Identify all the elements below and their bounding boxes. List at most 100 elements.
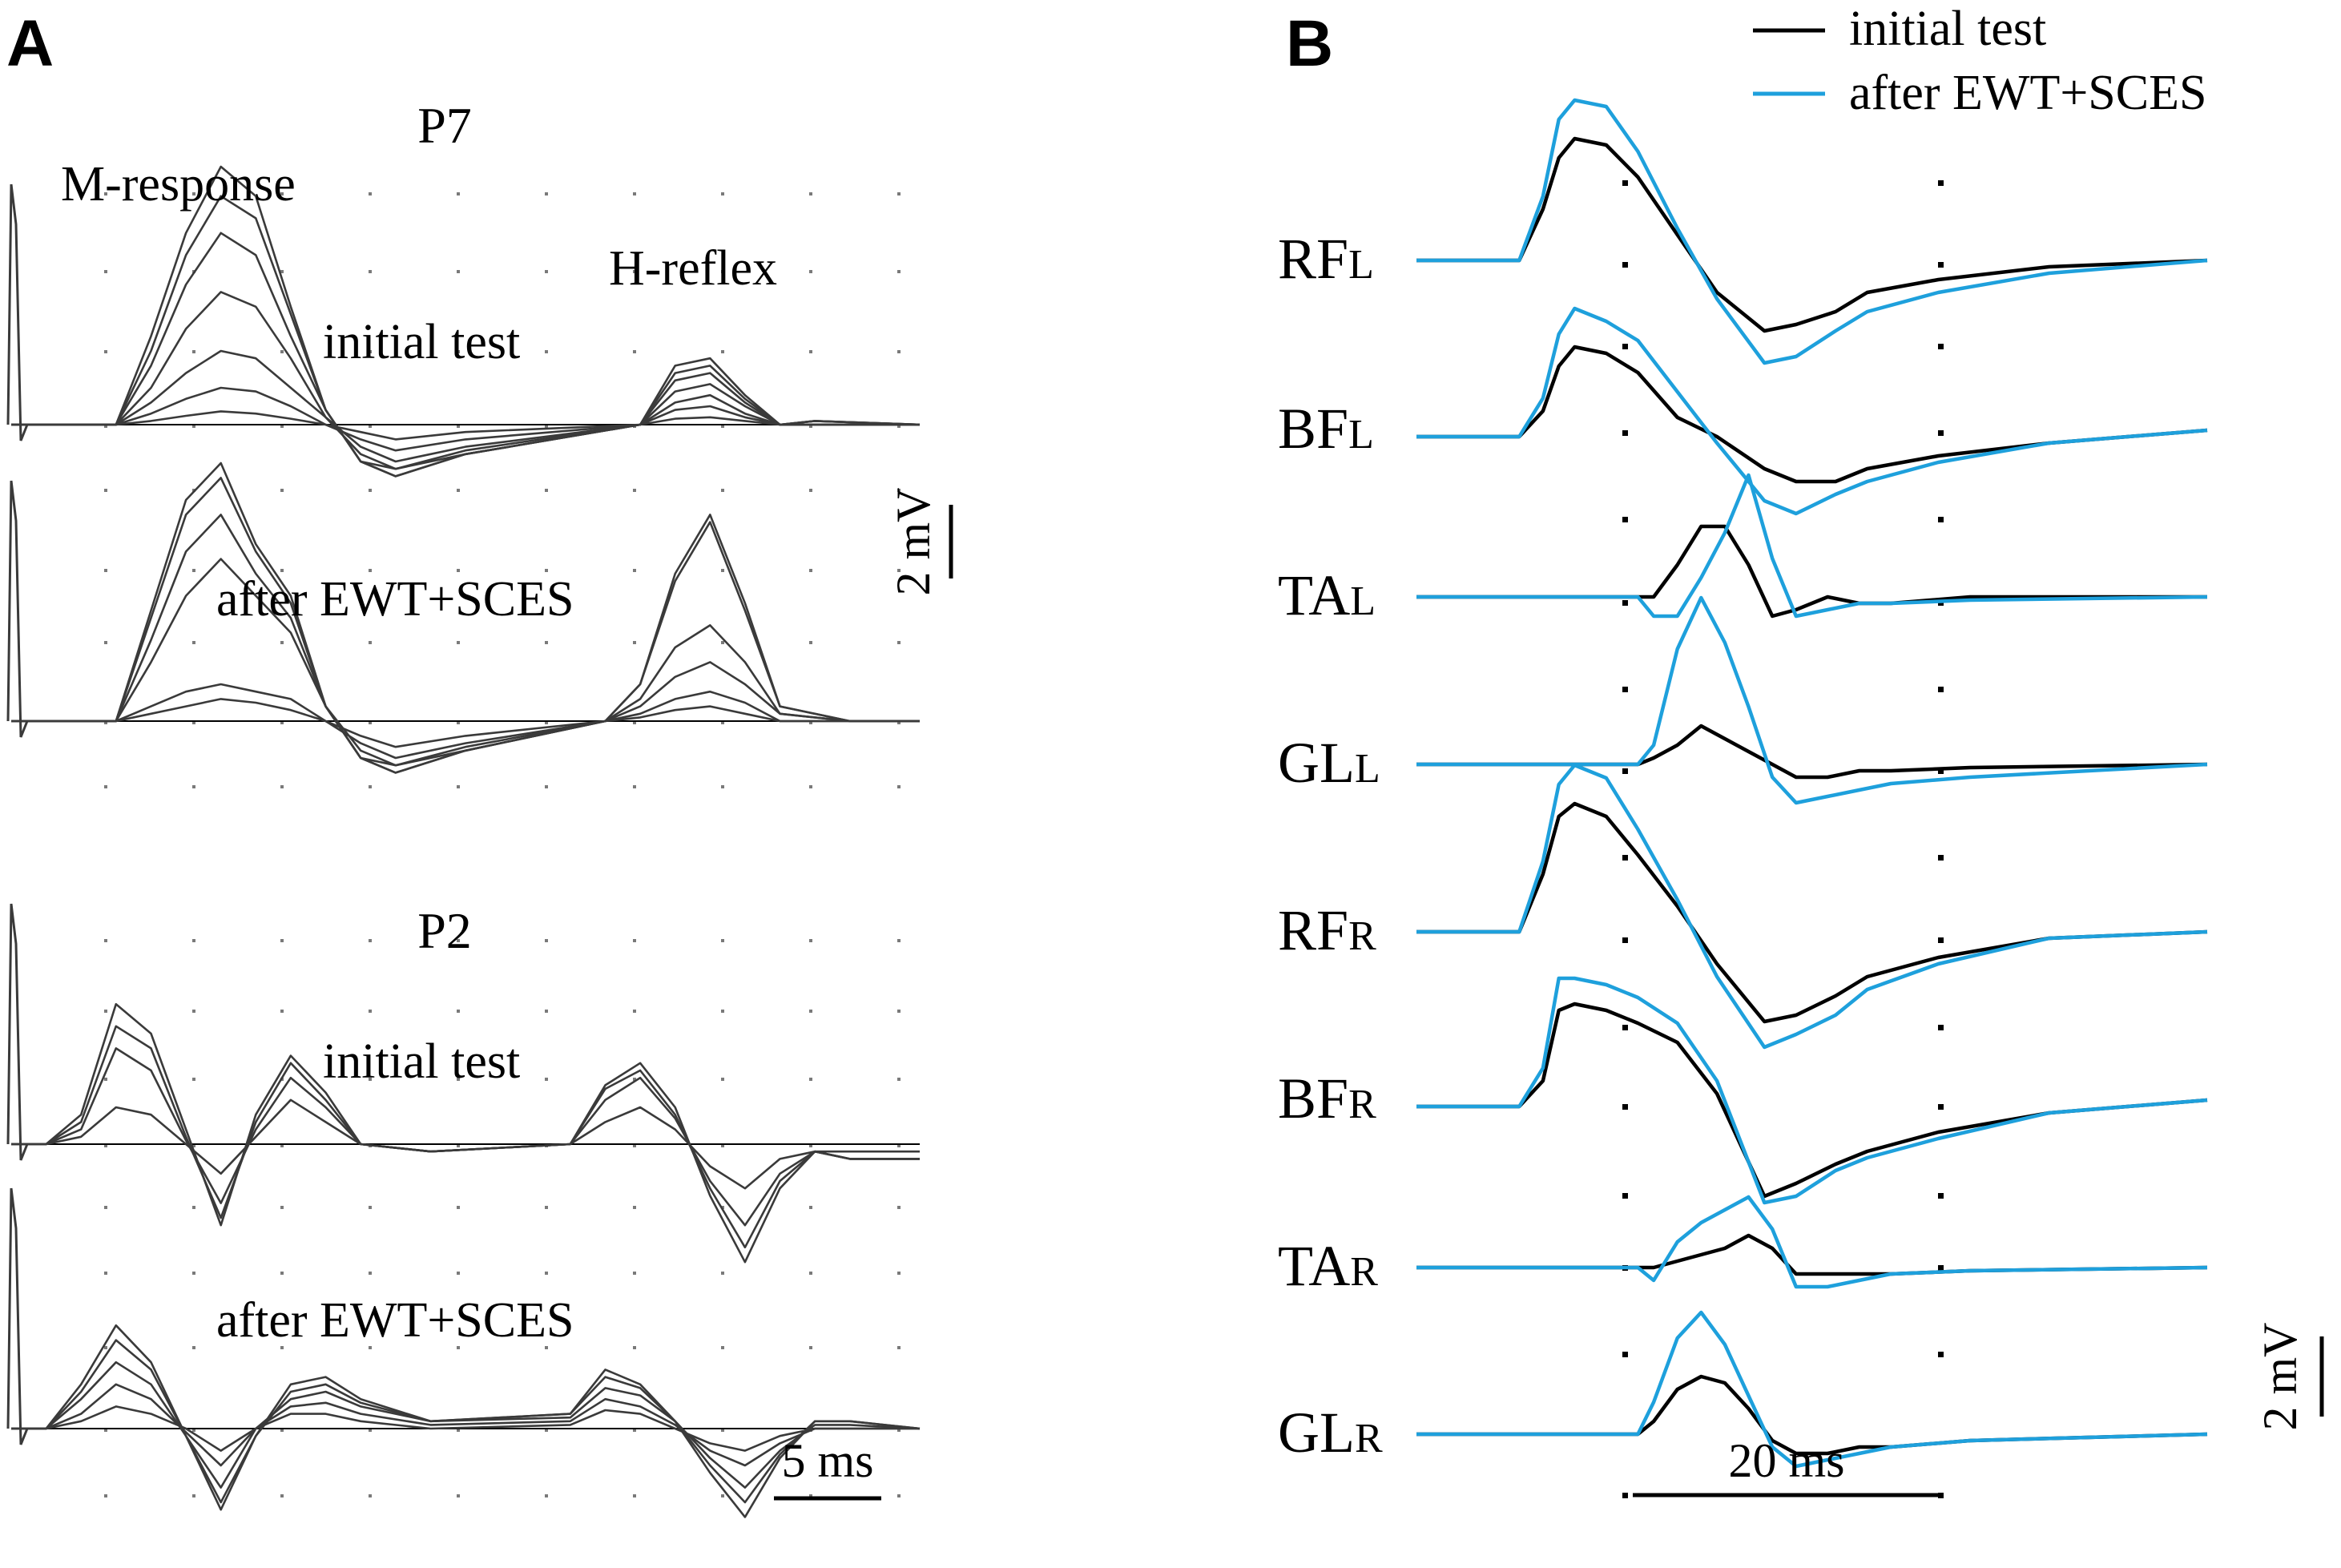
grid-dot (369, 1078, 372, 1081)
grid-dot (633, 1272, 636, 1275)
grid-dot (104, 270, 107, 273)
panel-a: P7 M-response H-reflex initial test afte… (6, 97, 953, 1518)
grid-dot (280, 569, 284, 572)
grid-dot (633, 1078, 636, 1081)
time-marker-dot (1938, 855, 1944, 861)
time-marker-dot (1938, 1493, 1944, 1498)
time-marker-dot (1938, 1193, 1944, 1199)
time-marker-dot (1622, 1193, 1628, 1199)
grid-dot (192, 192, 195, 195)
grid-dot (545, 641, 548, 644)
grid-dot (104, 939, 107, 942)
grid-dot (192, 425, 195, 428)
grid-dot (721, 939, 724, 942)
grid-dot (280, 192, 284, 195)
grid-dot (721, 489, 724, 492)
time-marker-dot (1622, 855, 1628, 861)
muscle-label-bfr: BFR (1278, 1066, 1376, 1131)
grid-dot (809, 721, 812, 724)
trace-p2-after-4 (11, 1405, 920, 1452)
m-response-label: M-response (61, 157, 296, 212)
grid-dot (192, 641, 195, 644)
grid-dot (192, 1494, 195, 1497)
grid-dot (721, 350, 724, 353)
grid-dot (104, 1144, 107, 1147)
grid-dot (280, 641, 284, 644)
time-marker-dot (1938, 430, 1944, 436)
grid-dot (633, 1010, 636, 1013)
grid-dot (897, 641, 901, 644)
grid-dot (457, 270, 460, 273)
trace-p2-initial-3 (11, 1098, 920, 1190)
time-marker-dot (1938, 344, 1944, 349)
grid-dot (809, 489, 812, 492)
grid-dot (457, 1494, 460, 1497)
grid-dot (104, 1429, 107, 1432)
grid-dot (897, 350, 901, 353)
grid-dot (369, 1429, 372, 1432)
grid-dot (545, 569, 548, 572)
grid-dot (633, 1206, 636, 1209)
grid-dot (545, 1010, 548, 1013)
time-marker-dot (1622, 180, 1628, 186)
grid-dot (369, 569, 372, 572)
trace-rfl-after (1416, 98, 2208, 365)
grid-dot (280, 425, 284, 428)
grid-dot (104, 641, 107, 644)
grid-dot (721, 721, 724, 724)
grid-dot (897, 1078, 901, 1081)
grid-dot (809, 641, 812, 644)
grid-dot (721, 641, 724, 644)
grid-dot (104, 569, 107, 572)
p2-initial-label: initial test (323, 1034, 520, 1089)
time-marker-dot (1938, 937, 1944, 943)
time-marker-dot (1622, 768, 1628, 774)
grid-dot (809, 1346, 812, 1349)
time-marker-dot (1622, 687, 1628, 692)
grid-dot (721, 1346, 724, 1349)
grid-dot (809, 350, 812, 353)
trace-p7-initial-4 (11, 349, 920, 463)
grid-dot (721, 192, 724, 195)
time-marker-dot (1622, 937, 1628, 943)
time-marker-dot (1622, 1025, 1628, 1030)
time-marker-dot (1938, 1104, 1944, 1110)
grid-dot (545, 350, 548, 353)
grid-dot (633, 489, 636, 492)
grid-dot (192, 721, 195, 724)
grid-dot (104, 1010, 107, 1013)
grid-dot (721, 1010, 724, 1013)
time-marker-dot (1622, 430, 1628, 436)
grid-dot (545, 1206, 548, 1209)
stimulus-artifact-p7-1 (6, 480, 29, 738)
grid-dot (457, 1078, 460, 1081)
trace-p2-after-0 (11, 1324, 921, 1518)
muscle-label-tal: TAL (1278, 563, 1376, 627)
grid-dot (369, 1346, 372, 1349)
trace-p7-initial-2 (11, 232, 921, 470)
stimulus-artifact-p7-0 (6, 183, 29, 441)
p7-initial-label: initial test (323, 315, 520, 369)
grid-dot (457, 489, 460, 492)
grid-dot (897, 270, 901, 273)
grid-dot (545, 425, 548, 428)
grid-dot (545, 270, 548, 273)
grid-dot (897, 785, 901, 788)
trace-p2-after-1 (11, 1339, 921, 1504)
trace-bfl-after (1416, 306, 2208, 516)
grid-dot (457, 785, 460, 788)
grid-dot (721, 1144, 724, 1147)
muscle-label-bfl: BFL (1278, 397, 1374, 461)
grid-dot (457, 1429, 460, 1432)
grid-dot (721, 785, 724, 788)
grid-dot (897, 425, 901, 428)
grid-dot (721, 1078, 724, 1081)
panel-a-traces (6, 165, 921, 1518)
grid-dot (897, 489, 901, 492)
grid-dot (633, 1494, 636, 1497)
grid-dot (897, 1494, 901, 1497)
panel-a-vertical-scale-label: 2 mV (887, 488, 940, 596)
grid-dot (633, 785, 636, 788)
trace-p7-initial-1 (11, 195, 921, 478)
